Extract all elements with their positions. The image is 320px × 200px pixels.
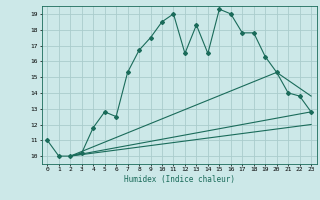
X-axis label: Humidex (Indice chaleur): Humidex (Indice chaleur) [124,175,235,184]
